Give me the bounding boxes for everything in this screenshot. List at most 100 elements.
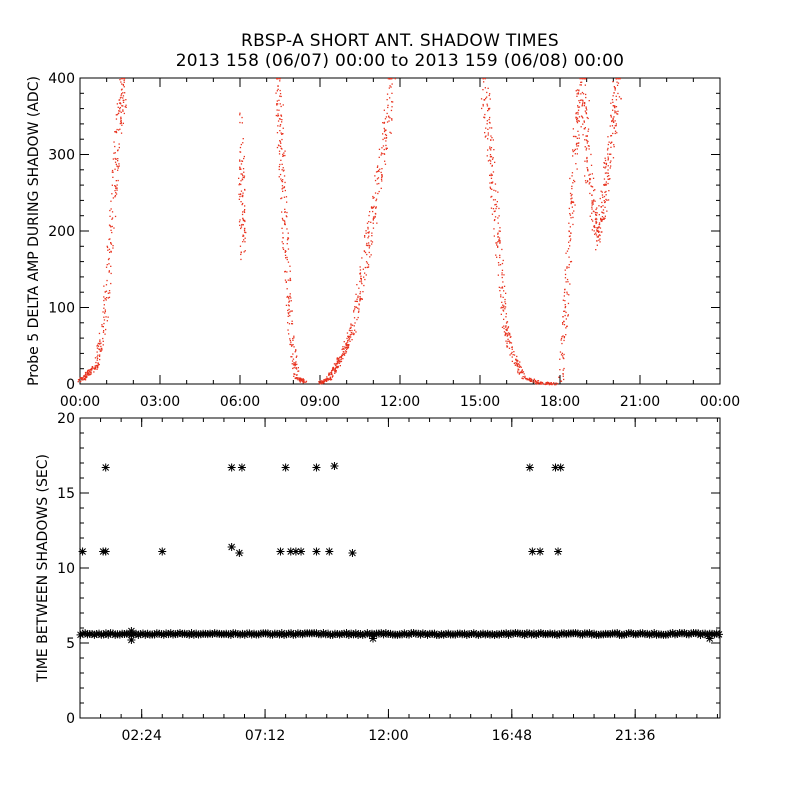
data-point xyxy=(372,197,374,199)
data-point xyxy=(325,380,328,382)
data-point xyxy=(560,380,562,382)
data-point xyxy=(507,338,509,340)
data-point xyxy=(164,630,173,639)
data-point xyxy=(592,203,594,205)
data-point xyxy=(575,113,577,115)
data-point xyxy=(297,370,299,372)
data-point xyxy=(288,323,291,325)
data-point xyxy=(291,547,300,556)
data-point xyxy=(609,125,611,127)
data-point xyxy=(570,238,572,240)
data-point xyxy=(109,225,111,227)
data-point xyxy=(338,362,341,364)
data-point xyxy=(364,278,366,281)
data-point xyxy=(238,193,240,195)
data-point xyxy=(382,138,384,141)
data-point xyxy=(535,381,537,383)
data-point xyxy=(596,229,598,231)
data-point xyxy=(391,83,393,85)
data-point xyxy=(341,355,344,357)
y-tick-label: 10 xyxy=(57,561,75,577)
data-series-segment xyxy=(238,112,247,261)
data-point xyxy=(120,116,122,118)
data-point xyxy=(353,333,355,336)
data-point xyxy=(104,309,106,311)
data-point xyxy=(617,110,619,112)
data-point xyxy=(98,363,100,366)
data-point xyxy=(276,103,278,105)
data-point xyxy=(532,381,534,383)
data-point xyxy=(575,136,577,138)
data-point xyxy=(614,89,616,91)
data-point xyxy=(338,357,340,359)
data-point xyxy=(292,353,294,355)
data-point xyxy=(585,93,587,96)
data-point xyxy=(414,629,423,638)
data-point xyxy=(610,135,612,137)
data-point xyxy=(111,169,114,172)
data-point xyxy=(540,381,542,383)
data-point xyxy=(370,221,372,223)
data-point xyxy=(280,105,282,108)
data-point xyxy=(112,158,114,160)
data-point xyxy=(296,368,298,370)
data-point xyxy=(604,201,606,204)
data-point xyxy=(283,219,285,222)
data-point xyxy=(585,107,587,109)
data-point xyxy=(576,142,578,145)
data-point xyxy=(375,199,377,202)
data-point xyxy=(562,369,564,371)
data-point xyxy=(359,273,361,275)
y-tick-label: 100 xyxy=(48,301,75,317)
data-point xyxy=(607,169,609,171)
data-point xyxy=(95,361,97,364)
data-point xyxy=(595,208,597,211)
data-point xyxy=(598,223,600,226)
data-point xyxy=(643,629,652,638)
data-point xyxy=(562,299,564,301)
data-point xyxy=(329,377,331,379)
data-point xyxy=(109,215,111,217)
data-point xyxy=(503,274,505,276)
data-point xyxy=(250,629,259,638)
data-point xyxy=(288,333,290,335)
data-point xyxy=(348,335,350,338)
data-point xyxy=(509,334,511,336)
data-point xyxy=(516,365,518,367)
data-point xyxy=(376,222,378,224)
data-point xyxy=(499,240,501,242)
data-point xyxy=(329,373,331,375)
data-point xyxy=(279,130,281,132)
data-point xyxy=(585,182,587,184)
data-point xyxy=(484,113,486,116)
data-point xyxy=(350,326,352,328)
data-point xyxy=(481,107,483,110)
data-point xyxy=(497,232,499,234)
data-point xyxy=(280,159,282,161)
data-point xyxy=(578,137,580,139)
data-point xyxy=(491,174,493,176)
data-point xyxy=(504,308,506,310)
data-point xyxy=(239,166,241,168)
data-point xyxy=(280,114,282,116)
data-point xyxy=(347,335,349,337)
data-point xyxy=(604,206,606,208)
data-point xyxy=(569,240,571,242)
data-point xyxy=(364,235,366,237)
data-point xyxy=(444,629,453,638)
data-point xyxy=(287,279,289,281)
data-point xyxy=(330,378,332,380)
data-point xyxy=(281,138,283,141)
data-point xyxy=(569,235,571,237)
data-point xyxy=(610,629,619,638)
data-point xyxy=(276,78,278,80)
data-point xyxy=(491,182,493,184)
data-point xyxy=(343,348,345,350)
data-point xyxy=(527,630,536,639)
data-point xyxy=(482,78,484,80)
data-point xyxy=(539,381,542,384)
data-point xyxy=(385,116,388,118)
data-point xyxy=(576,137,578,139)
data-point xyxy=(574,180,576,183)
data-point xyxy=(108,257,110,260)
